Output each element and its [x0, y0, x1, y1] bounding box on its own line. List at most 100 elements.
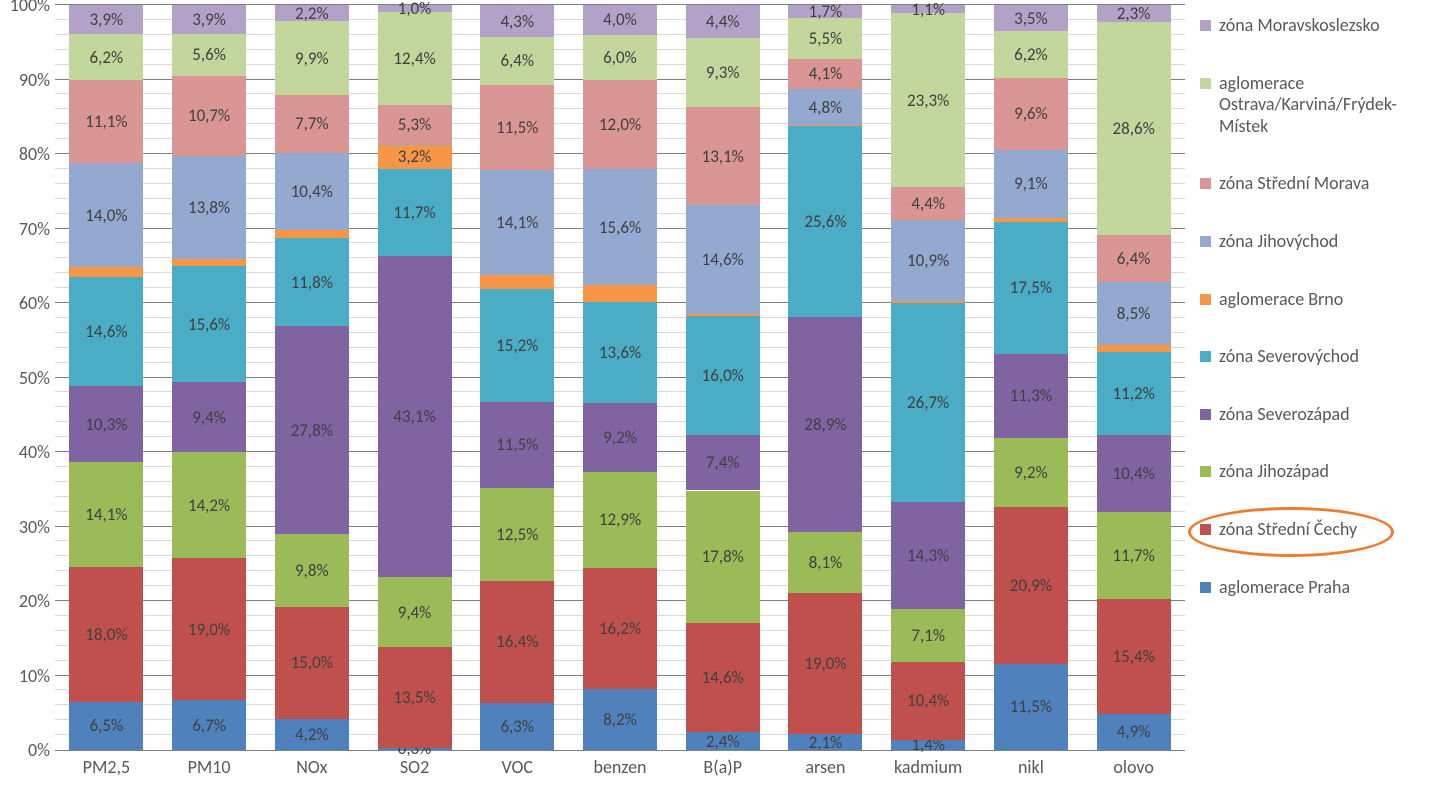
segment-label: 15,2%: [496, 337, 538, 354]
segment-label: 3,2%: [398, 148, 432, 165]
bar-segment: 15,4%: [1097, 599, 1171, 713]
segment-label: 6,4%: [1117, 250, 1151, 267]
legend-swatch: [1200, 351, 1211, 362]
legend-label: aglomerace Brno: [1219, 289, 1343, 311]
bar: 2,4%14,6%17,8%7,4%16,0%14,6%13,1%9,3%4,4…: [686, 5, 760, 750]
segment-label: 9,3%: [706, 64, 740, 81]
bar-segment: 7,4%: [686, 435, 760, 490]
bar-segment: 4,3%: [480, 5, 554, 37]
bar-segment: [686, 314, 760, 316]
bar-segment: 11,7%: [378, 169, 452, 256]
bar-segment: 16,4%: [480, 581, 554, 703]
bar-segment: [275, 230, 349, 238]
segment-label: 9,6%: [1014, 105, 1048, 122]
bar-segment: 4,9%: [1097, 714, 1171, 750]
segment-label: 13,8%: [188, 199, 230, 216]
segment-label: 8,2%: [603, 711, 637, 728]
legend-swatch: [1200, 236, 1211, 247]
segment-label: 4,2%: [295, 726, 329, 743]
bar-segment: 9,4%: [378, 577, 452, 647]
segment-label: 9,2%: [603, 429, 637, 446]
bar-segment: [480, 275, 554, 288]
segment-label: 28,9%: [804, 416, 846, 433]
segment-label: 28,6%: [1113, 120, 1155, 137]
segment-label: 19,0%: [804, 655, 846, 672]
bar-segment: 14,6%: [69, 277, 143, 386]
segment-label: 9,8%: [295, 562, 329, 579]
bar-segment: 11,5%: [480, 402, 554, 488]
bar-segment: 7,1%: [891, 609, 965, 662]
bar-segment: 15,2%: [480, 289, 554, 402]
segment-label: 23,3%: [907, 92, 949, 109]
legend-item: zóna Střední Morava: [1200, 173, 1440, 195]
bar-segment: 14,2%: [172, 452, 246, 558]
x-tick-label: olovo: [1113, 756, 1154, 778]
segment-label: 1,7%: [809, 3, 843, 20]
bar-segment: 10,7%: [172, 76, 246, 156]
segment-label: 14,6%: [702, 669, 744, 686]
bar-segment: 10,4%: [891, 662, 965, 740]
segment-label: 15,0%: [291, 654, 333, 671]
bar-segment: 17,5%: [994, 222, 1068, 353]
bar-segment: 3,9%: [172, 5, 246, 34]
bar: 8,2%16,2%12,9%9,2%13,6%15,6%12,0%6,0%4,0…: [583, 5, 657, 750]
bar-segment: 13,5%: [378, 647, 452, 748]
segment-label: 5,3%: [398, 116, 432, 133]
bar-segment: [1097, 345, 1171, 352]
segment-label: 14,2%: [188, 497, 230, 514]
y-tick-label: 60%: [5, 292, 50, 314]
segment-label: 5,5%: [809, 30, 843, 47]
segment-label: 9,1%: [1014, 175, 1048, 192]
segment-label: 17,8%: [702, 548, 744, 565]
bar-segment: 2,1%: [788, 734, 862, 750]
bar-segment: 6,2%: [994, 31, 1068, 77]
bar-segment: 14,1%: [69, 462, 143, 567]
segment-label: 6,0%: [603, 49, 637, 66]
segment-label: 14,6%: [85, 323, 127, 340]
bar-segment: 10,4%: [1097, 435, 1171, 512]
legend-label: zóna Moravskoslezsko: [1219, 15, 1380, 37]
bar-segment: 1,1%: [891, 5, 965, 13]
bar-segment: 9,3%: [686, 38, 760, 107]
bar-segment: 8,1%: [788, 532, 862, 592]
segment-label: 13,5%: [393, 689, 435, 706]
bar: 6,7%19,0%14,2%9,4%15,6%13,8%10,7%5,6%3,9…: [172, 5, 246, 750]
segment-label: 11,1%: [85, 113, 127, 130]
y-tick-label: 90%: [5, 69, 50, 91]
legend-item: zóna Jihovýchod: [1200, 231, 1440, 253]
bar-segment: 1,4%: [891, 740, 965, 750]
bar-segment: 2,2%: [275, 5, 349, 21]
legend-swatch: [1200, 409, 1211, 420]
segment-label: 9,9%: [295, 50, 329, 67]
segment-label: 11,7%: [393, 204, 435, 221]
segment-label: 4,9%: [1117, 723, 1151, 740]
y-tick-label: 40%: [5, 441, 50, 463]
bar-segment: 11,8%: [275, 238, 349, 326]
segment-label: 10,4%: [1113, 465, 1155, 482]
segment-label: 11,8%: [291, 274, 333, 291]
bar-segment: 18,0%: [69, 567, 143, 701]
bar-segment: 11,3%: [994, 354, 1068, 439]
bar-segment: [69, 267, 143, 277]
bar-segment: 26,7%: [891, 303, 965, 502]
segment-label: 9,4%: [192, 409, 226, 426]
bar-segment: 6,4%: [1097, 235, 1171, 283]
segment-label: 11,5%: [1010, 698, 1052, 715]
bar-segment: 3,2%: [378, 145, 452, 169]
y-tick-label: 80%: [5, 143, 50, 165]
bar-segment: 19,0%: [172, 558, 246, 700]
legend-item: aglomerace Brno: [1200, 289, 1440, 311]
bar-segment: 11,7%: [1097, 512, 1171, 599]
bar-segment: 12,4%: [378, 12, 452, 104]
segment-label: 15,6%: [188, 316, 230, 333]
legend-label: zóna Jihovýchod: [1219, 231, 1338, 253]
bar-segment: 25,6%: [788, 126, 862, 317]
bar-segment: 3,5%: [994, 5, 1068, 31]
bar-segment: 13,1%: [686, 107, 760, 205]
y-tick-label: 100%: [5, 0, 50, 16]
segment-label: 6,7%: [192, 717, 226, 734]
bar-segment: 14,1%: [480, 170, 554, 275]
bar-segment: 10,9%: [891, 220, 965, 301]
y-tick-label: 20%: [5, 590, 50, 612]
bar-segment: 5,3%: [378, 105, 452, 144]
